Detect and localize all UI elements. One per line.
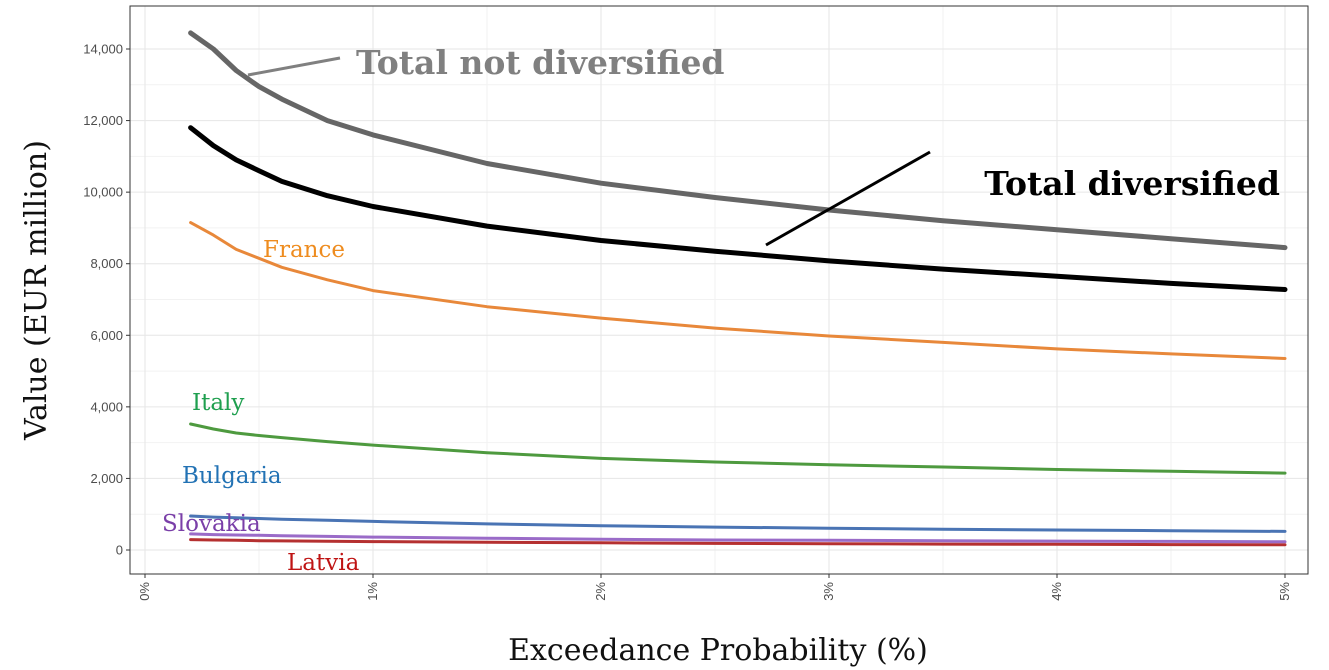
y-axis-ticks: 0 2,000 4,000 6,000 8,000 10,000 12,000 14,000 bbox=[83, 42, 130, 558]
y-tick-label: 8,000 bbox=[90, 256, 123, 271]
y-tick-label: 0 bbox=[116, 543, 123, 558]
x-tick-label: 2% bbox=[593, 582, 608, 601]
series-label-italy: Italy bbox=[192, 390, 244, 416]
y-tick-label: 10,000 bbox=[83, 185, 123, 200]
x-tick-label: 5% bbox=[1277, 582, 1292, 601]
y-tick-label: 14,000 bbox=[83, 42, 123, 57]
series-line-france bbox=[189, 221, 1287, 360]
y-tick-label: 12,000 bbox=[83, 113, 123, 128]
x-axis-title: Exceedance Probability (%) bbox=[508, 633, 928, 668]
series-line-bulgaria bbox=[189, 514, 1287, 533]
x-tick-label: 0% bbox=[137, 582, 152, 601]
series-line-total-not-diversified bbox=[188, 30, 1288, 251]
series-line-italy bbox=[189, 422, 1287, 475]
y-tick-label: 6,000 bbox=[90, 328, 123, 343]
x-tick-label: 4% bbox=[1049, 582, 1064, 601]
callout-line-total-not-diversified bbox=[247, 56, 341, 77]
series-label-slovakia: Slovakia bbox=[162, 511, 261, 537]
series-label-total-diversified: Total diversified bbox=[984, 164, 1280, 203]
y-axis-title: Value (EUR million) bbox=[19, 140, 54, 441]
series-line-latvia bbox=[189, 538, 1287, 547]
series-label-bulgaria: Bulgaria bbox=[182, 463, 282, 489]
series-label-latvia: Latvia bbox=[287, 550, 360, 576]
x-tick-label: 1% bbox=[365, 582, 380, 601]
grid bbox=[130, 6, 1308, 574]
plot-border bbox=[129, 5, 1309, 575]
series-label-total-not-diversified: Total not diversified bbox=[356, 43, 725, 82]
series-lines bbox=[188, 30, 1288, 547]
series-line-total-diversified bbox=[188, 125, 1288, 292]
series-line-slovakia bbox=[189, 532, 1287, 544]
y-tick-label: 4,000 bbox=[90, 399, 123, 414]
x-axis-ticks: 0% 1% 2% 3% 4% 5% bbox=[137, 574, 1292, 601]
y-tick-label: 2,000 bbox=[90, 471, 123, 486]
callout-lines bbox=[247, 56, 931, 247]
series-label-france: France bbox=[263, 237, 345, 263]
series-labels: Total not diversified Total diversified Fr… bbox=[162, 43, 1280, 576]
x-tick-label: 3% bbox=[821, 582, 836, 601]
callout-line-total-diversified bbox=[765, 150, 931, 247]
